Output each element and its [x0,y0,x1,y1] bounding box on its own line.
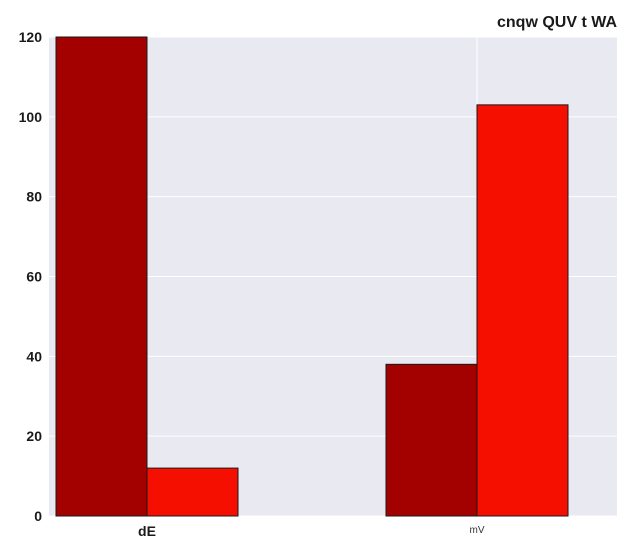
bar-dE-series-2 [146,467,239,517]
y-tick-label: 80 [26,189,42,205]
bar-mV-series-1 [385,363,478,517]
bar-dE-series-1 [55,36,148,517]
chart-title: cnqw QUV t WA [497,14,617,31]
y-tick-label: 0 [34,508,42,524]
y-axis-ticks: 0 20 40 60 80 100 120 [19,29,43,524]
y-tick-label: 100 [19,109,43,125]
y-tick-label: 60 [26,269,42,285]
y-tick-label: 40 [26,348,42,364]
bars [55,36,569,517]
x-tick-label: dE [138,523,156,539]
y-tick-label: 120 [19,29,43,45]
y-tick-label: 20 [26,428,42,444]
x-axis-ticks: dE mV [138,523,485,539]
bar-mV-series-2 [476,104,569,517]
x-tick-label: mV [470,525,485,536]
